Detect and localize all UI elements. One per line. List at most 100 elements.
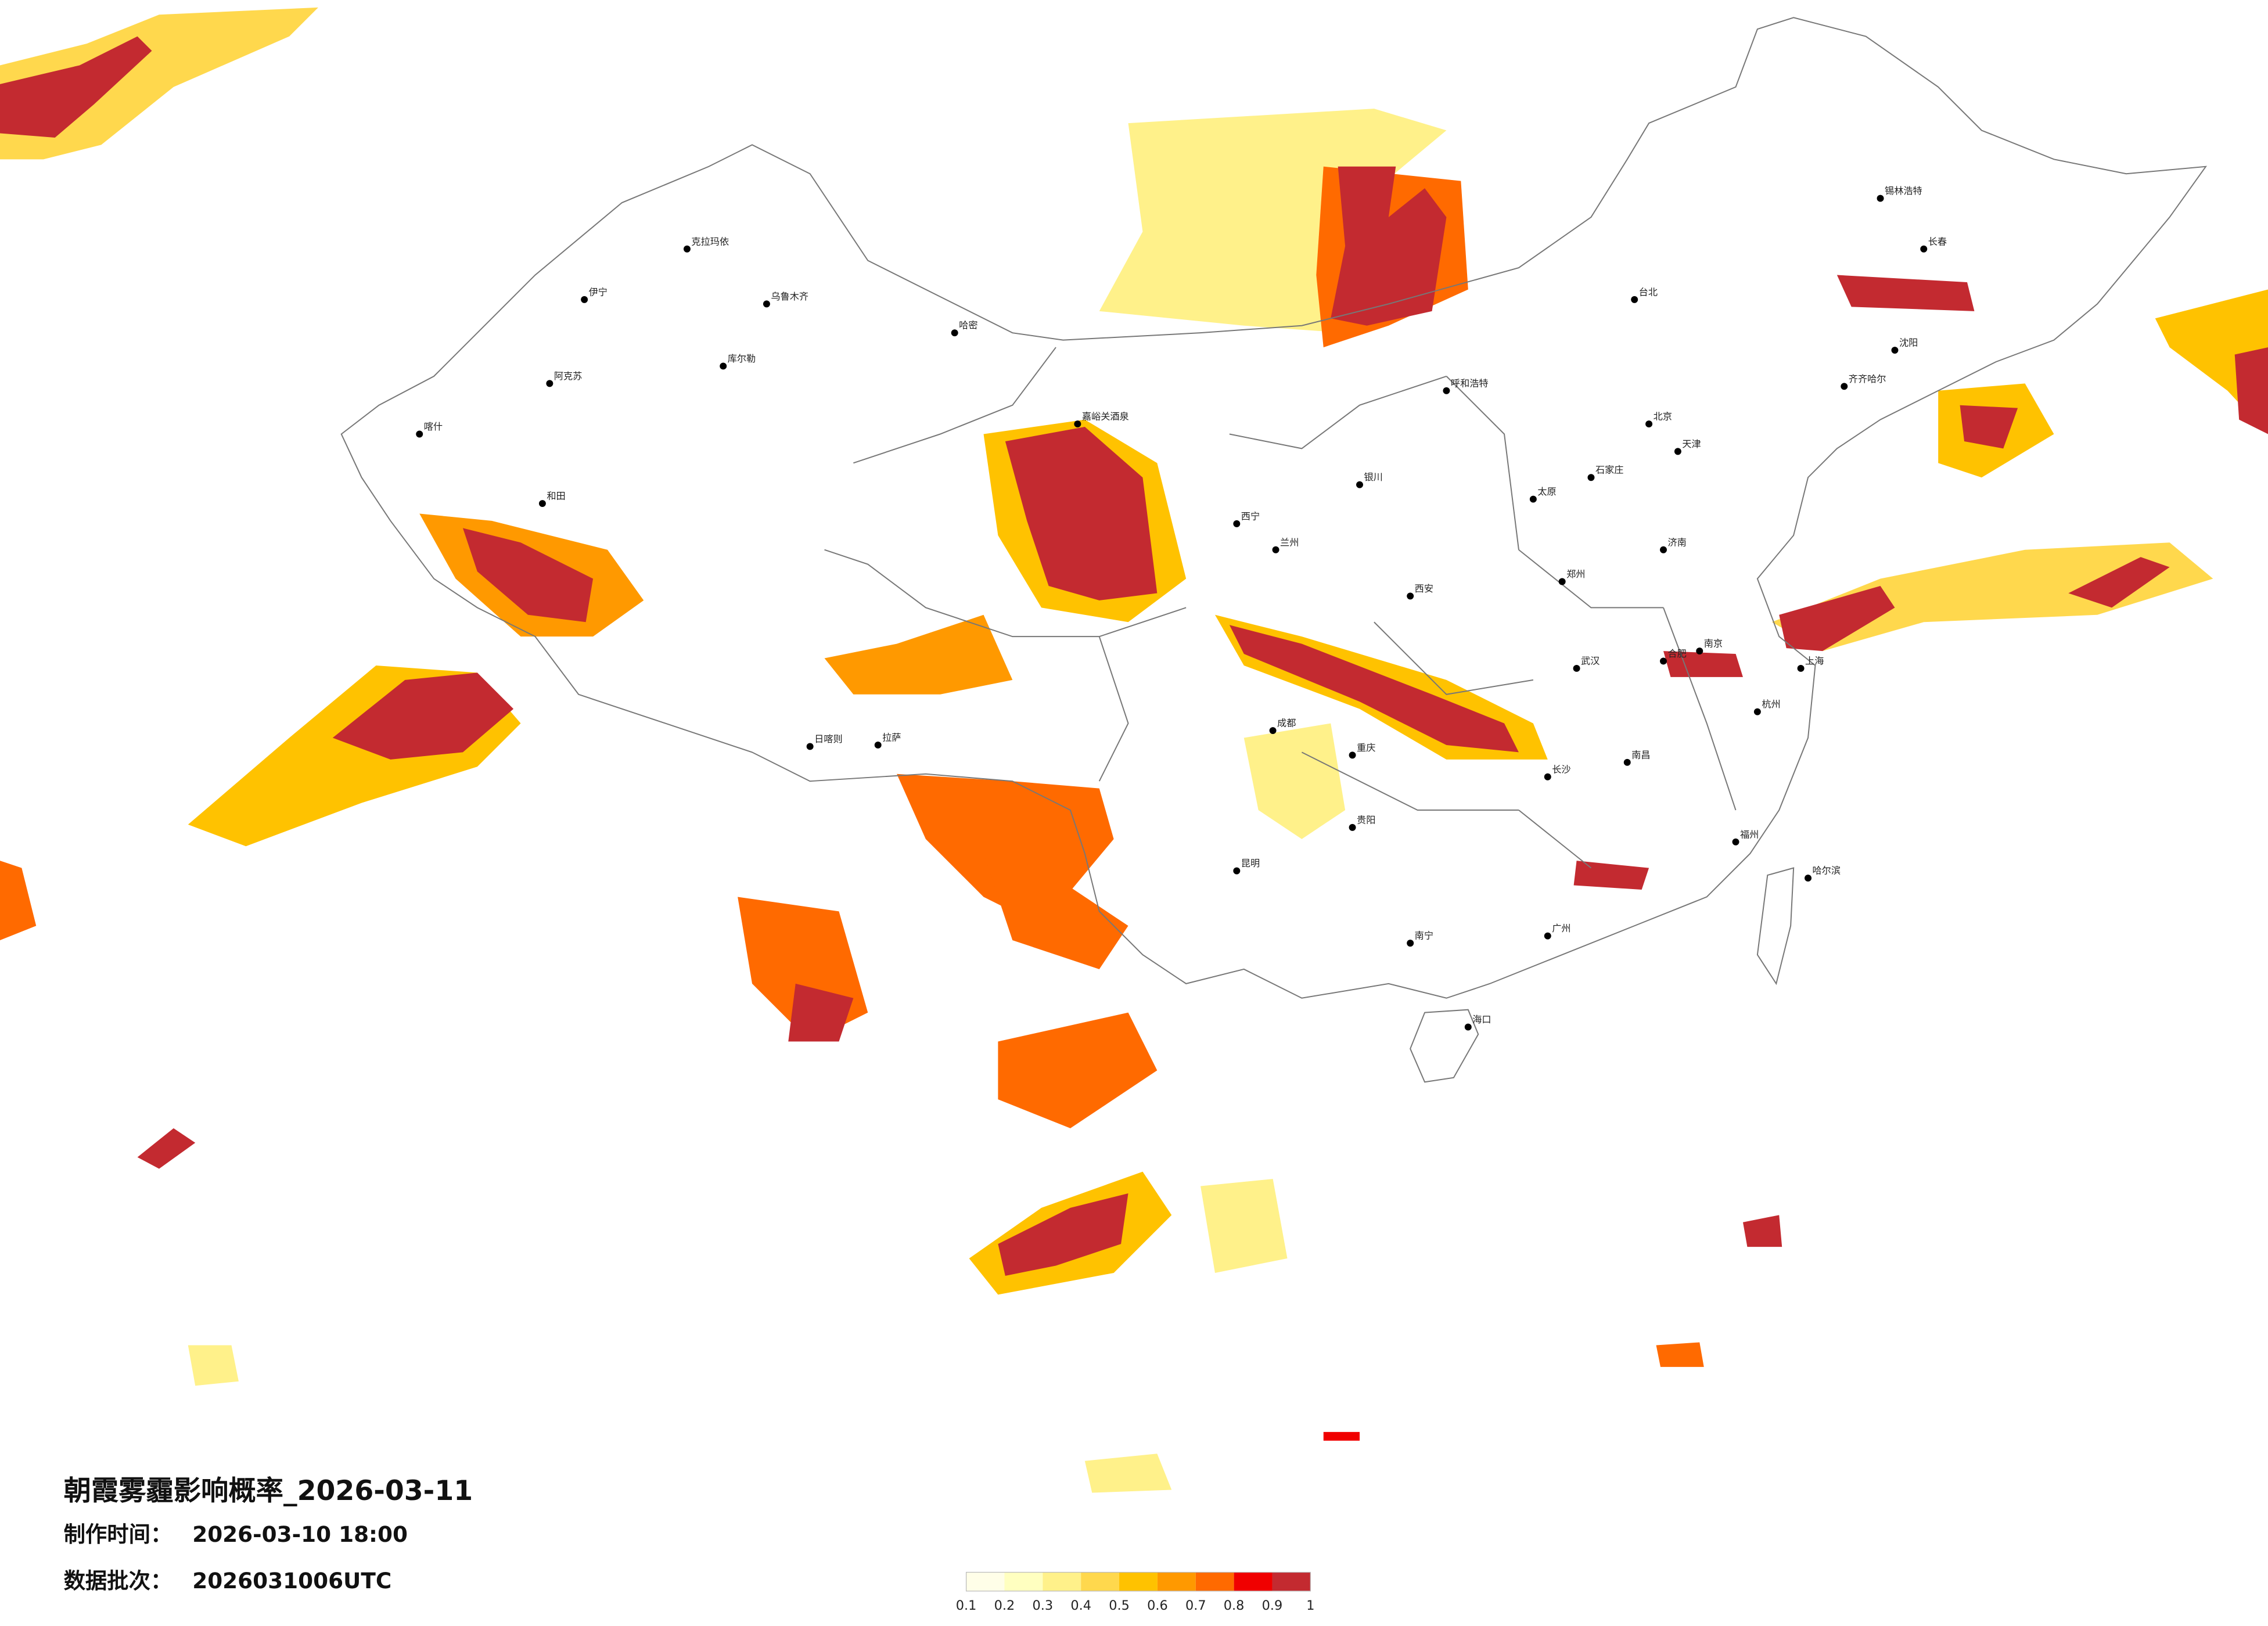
legend-swatch — [966, 1572, 1005, 1591]
city-dot — [1356, 481, 1363, 488]
city-dot — [1877, 195, 1884, 202]
city-label: 郑州 — [1566, 569, 1585, 580]
city-label: 锡林浩特 — [1885, 185, 1922, 196]
city-label: 北京 — [1654, 411, 1672, 422]
city-label: 和田 — [547, 491, 565, 502]
haze-area — [1836, 275, 1975, 311]
city-dot — [874, 741, 882, 749]
haze-area — [1243, 723, 1346, 839]
city-dot — [1544, 773, 1551, 780]
haze-area — [1005, 427, 1158, 600]
borders — [340, 17, 2207, 1083]
legend-label: 0.7 — [1185, 1598, 1206, 1613]
legend-swatch — [1272, 1572, 1311, 1591]
haze-area — [824, 614, 1013, 695]
haze-area — [1201, 1179, 1288, 1273]
city-label: 海口 — [1472, 1014, 1491, 1025]
batch-value: 2026031006UTC — [192, 1568, 391, 1593]
city-dot — [1349, 823, 1356, 831]
haze-area — [1771, 542, 2213, 652]
city-label: 台北 — [1639, 286, 1658, 297]
city-label: 拉萨 — [882, 732, 901, 743]
country-border — [340, 17, 2207, 999]
city-dot — [538, 500, 546, 508]
made-value: 2026-03-10 18:00 — [192, 1521, 408, 1547]
city-dot — [1407, 940, 1414, 947]
haze-area — [1229, 625, 1519, 753]
legend-swatch — [1234, 1572, 1273, 1591]
city-dot — [951, 329, 958, 337]
haze-area — [0, 36, 152, 138]
legend-label: 0.2 — [994, 1598, 1015, 1613]
haze-area — [2234, 347, 2268, 434]
city-label: 西宁 — [1241, 510, 1260, 521]
island-border — [1410, 1009, 1479, 1083]
city-label: 昆明 — [1241, 858, 1260, 869]
city-dot — [1587, 474, 1595, 481]
legend-label: 0.3 — [1033, 1598, 1054, 1613]
city-label: 南昌 — [1631, 749, 1650, 760]
legend-swatch — [1081, 1572, 1120, 1591]
legend: 0.1 0.2 0.3 0.4 0.5 0.6 0.7 0.8 0.9 1 — [956, 1571, 1314, 1613]
city-dot — [763, 300, 770, 308]
city-label: 克拉玛依 — [691, 236, 729, 247]
city-label: 武汉 — [1581, 655, 1600, 666]
city-label: 日喀则 — [814, 733, 843, 744]
haze-area — [1573, 861, 1649, 890]
city-dot — [1407, 592, 1414, 600]
city-label: 天津 — [1682, 438, 1701, 449]
city-label: 南宁 — [1415, 930, 1433, 941]
city-dot — [1349, 751, 1356, 759]
city-label: 上海 — [1805, 655, 1824, 666]
city-dot — [1443, 387, 1450, 394]
city-label: 呼和浩特 — [1451, 377, 1489, 388]
city-dot — [1732, 838, 1739, 846]
city-dot — [1269, 727, 1277, 735]
city-label: 伊宁 — [589, 286, 608, 297]
city-dot — [1645, 420, 1653, 428]
city-dot — [1529, 495, 1537, 503]
city-dot — [546, 380, 553, 387]
haze-layer — [0, 7, 2268, 1493]
batch-label: 数据批次： — [64, 1568, 172, 1593]
haze-area — [0, 7, 318, 160]
haze-area — [0, 861, 37, 941]
haze-area — [137, 1128, 196, 1169]
legend-swatch — [1043, 1572, 1081, 1591]
city-label: 太原 — [1537, 486, 1556, 497]
city-label: 哈密 — [959, 320, 977, 331]
city-dot — [581, 296, 588, 303]
legend-swatch — [1195, 1572, 1234, 1591]
city-dot — [1891, 347, 1899, 354]
legend-frame — [965, 1571, 1311, 1592]
legend-label: 1 — [1306, 1598, 1314, 1613]
city-label: 阿克苏 — [554, 370, 583, 382]
city-dot — [416, 430, 423, 438]
haze-area — [1331, 166, 1447, 326]
haze-area — [1779, 586, 1895, 652]
city-label: 喀什 — [424, 421, 443, 432]
city-dot — [1660, 546, 1667, 553]
city-label: 贵阳 — [1357, 814, 1375, 825]
city-label: 嘉峪关酒泉 — [1082, 411, 1129, 422]
legend-swatch — [1004, 1572, 1043, 1591]
haze-area — [188, 1345, 239, 1386]
legend-label: 0.8 — [1224, 1598, 1245, 1613]
city-label: 齐齐哈尔 — [1849, 373, 1886, 384]
made-label: 制作时间： — [64, 1521, 172, 1547]
city-label: 哈尔滨 — [1813, 865, 1841, 876]
haze-area — [788, 983, 854, 1042]
city-label: 福州 — [1740, 829, 1759, 840]
city-dot — [1660, 657, 1667, 665]
city-dot — [1623, 758, 1631, 766]
haze-area — [1084, 1454, 1172, 1493]
city-dot — [1805, 875, 1812, 882]
legend-label: 0.1 — [956, 1598, 977, 1613]
city-dot — [1464, 1023, 1472, 1031]
city-dot — [1920, 245, 1928, 253]
city-label: 南京 — [1704, 638, 1723, 649]
city-label: 成都 — [1277, 718, 1296, 729]
